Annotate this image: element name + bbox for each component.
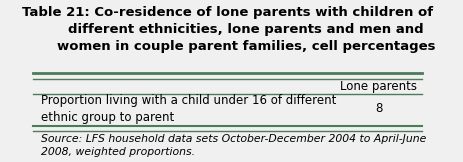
Text: Table 21: Co-residence of lone parents with children of
        different ethnic: Table 21: Co-residence of lone parents w… <box>20 6 434 53</box>
Text: Proportion living with a child under 16 of different
ethnic group to parent: Proportion living with a child under 16 … <box>41 94 336 124</box>
Text: Source: LFS household data sets October-December 2004 to April-June
2008, weight: Source: LFS household data sets October-… <box>41 134 425 157</box>
Text: Lone parents: Lone parents <box>339 80 416 93</box>
Text: 8: 8 <box>374 102 382 115</box>
